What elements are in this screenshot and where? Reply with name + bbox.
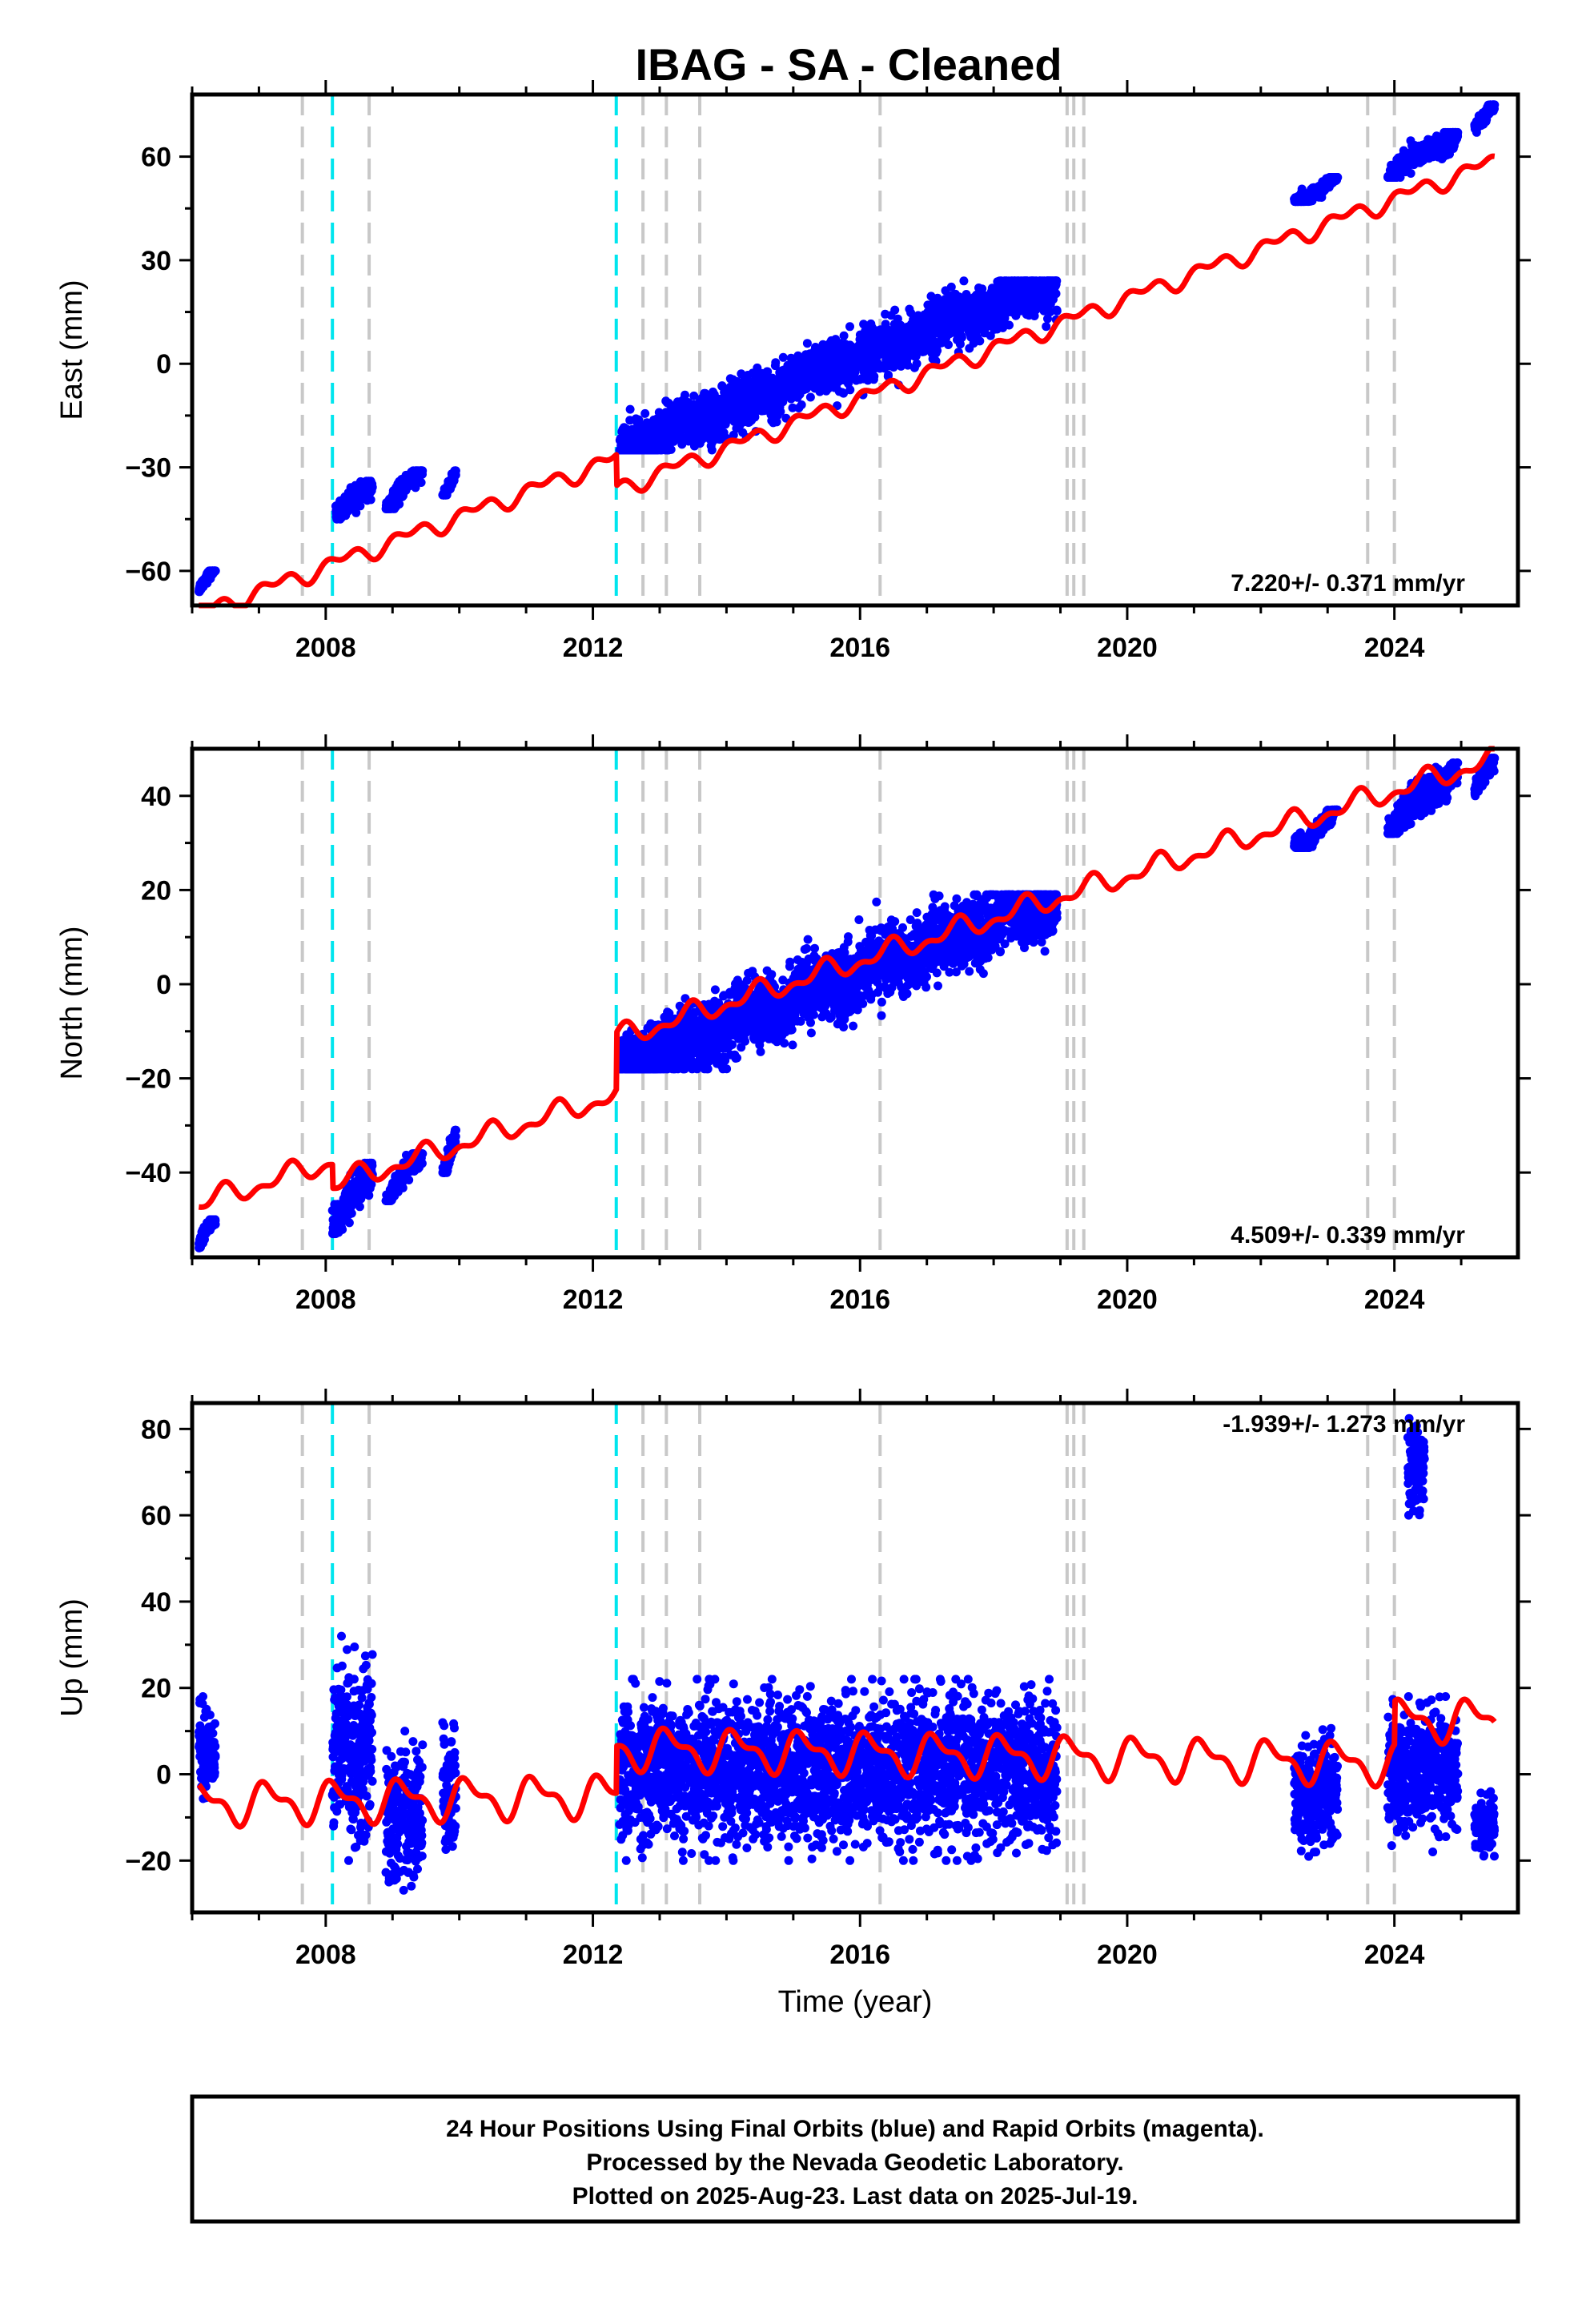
east-data-point [1052,306,1062,316]
east-x-tick-label: 2024 [1364,633,1425,663]
north-data-point [417,1159,427,1168]
east-data-point [944,340,953,349]
east-y-tick-label: 0 [156,349,171,380]
north-plot-area [195,746,1500,1257]
east-data-point [805,392,815,402]
east-data-point [1005,320,1014,330]
east-data-point [416,478,426,487]
east-data-point [778,352,788,362]
north-data-point [355,1202,364,1212]
east-data-point [959,276,969,286]
east-y-tick-label: 60 [141,143,171,173]
east-x-tick-label: 2012 [563,633,624,663]
east-data-point [802,339,812,348]
east-data-point [957,333,966,342]
east-data-point [890,305,900,315]
east-data-point [418,466,428,476]
east-plot-area [195,94,1500,609]
east-rate-label: 7.220+/- 0.371 mm/yr [1231,570,1465,597]
east-x-tick-label: 2020 [1097,633,1158,663]
north-data-point [347,1208,356,1218]
east-data-point [355,501,365,511]
east-y-tick-label: 30 [141,246,171,276]
east-data-point [933,346,942,356]
figure-title: IBAG - SA - Cleaned [635,39,1062,90]
east-data-point [707,445,717,455]
east-data-point [771,358,781,368]
east-data-point [395,500,404,509]
east-y-tick-label: −30 [125,453,171,484]
east-data-point [845,322,854,332]
east-data-point [869,372,879,381]
east-data-point [839,331,849,340]
east-panel: −60 −30 0 30 60 2008 2012 2016 2020 2024 East (mm)… [55,80,1531,663]
east-data-point [1052,276,1062,286]
north-data-point [211,1220,220,1229]
east-data-point [845,385,855,395]
east-data-point [640,408,650,418]
north-data-point [344,1218,354,1228]
east-data-point [1051,289,1061,299]
east-data-point [1406,169,1415,178]
east-data-point [451,466,460,476]
east-x-tick-label: 2016 [829,633,890,663]
east-x-tick-label: 2008 [295,633,356,663]
east-data-point [666,444,676,454]
east-data-point [1333,173,1343,182]
east-data-point [1453,127,1463,137]
north-data-points [195,754,1500,1252]
east-data-points [195,100,1500,597]
east-y-axis-label: East (mm) [55,279,89,420]
east-data-point [625,404,635,414]
east-data-point [411,483,420,493]
east-y-tick-label: −60 [125,557,171,587]
east-data-point [975,336,985,346]
east-data-point [797,400,806,409]
east-data-point [367,482,377,492]
east-data-point [912,359,921,368]
east-data-point [1490,100,1500,110]
east-data-point [211,566,220,576]
north-data-point [404,1176,414,1184]
north-data-point [338,1224,347,1234]
east-data-point [1042,322,1051,332]
east-data-point [366,495,375,505]
